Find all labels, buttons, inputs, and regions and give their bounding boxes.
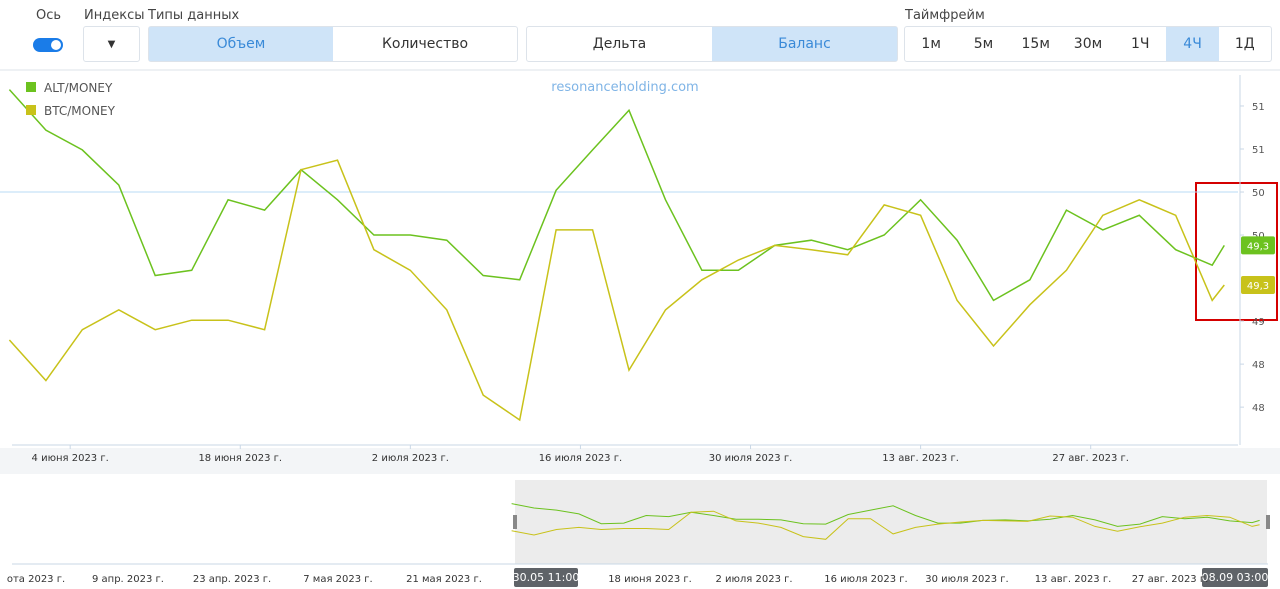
x-tick-label: 4 июня 2023 г. [32,453,109,464]
data-type-button[interactable]: Количество [381,36,469,52]
legend-swatch [26,82,36,92]
timeframe-group: 1м 5м 15м 30м 1Ч 4Ч 1Д [904,26,1272,62]
series-line [8,89,1225,302]
data-types-label: Типы данных [148,8,240,23]
data-types-group: Объем Количество [148,26,518,62]
y-tick-label: 51 [1252,145,1265,156]
range-end: 08.09 03:00 [1202,571,1269,584]
x-tick-label: 30 июля 2023 г. [709,453,792,464]
axis-label: Ось [36,8,62,23]
y-tick-label: 48 [1252,360,1265,371]
y-tick-label: 50 [1252,188,1265,199]
mode-button[interactable]: Дельта [592,36,647,52]
navigator-label: 21 мая 2023 г. [406,574,482,585]
navigator-label: 2 июля 2023 г. [715,574,792,585]
navigator-label: 27 авг. 2023 г. [1132,574,1209,585]
timeframe-button[interactable]: 15м [1021,36,1050,52]
axis-toggle[interactable] [33,38,63,52]
range-handle[interactable] [1266,515,1270,529]
highlight-box [1195,182,1278,321]
modes-group: Дельта Баланс [526,26,898,62]
navigator-label: 7 мая 2023 г. [303,574,372,585]
last-value-label: 49,3 [1247,281,1269,292]
y-tick-label: 48 [1252,403,1265,414]
series-line [8,159,1225,422]
last-value-badge [1241,275,1275,294]
range-start: 30.05 11:00 [513,571,580,584]
indices-label: Индексы [84,8,145,23]
watermark: resonanceholding.com [551,80,698,95]
timeframe-button[interactable]: 5м [973,36,994,52]
navigator-label: 9 апр. 2023 г. [92,574,164,585]
x-tick-label: 13 авг. 2023 г. [882,453,959,464]
timeframe-button[interactable]: 4Ч [1166,27,1219,61]
chart: resonanceholding.com 30.05 11:00 08.09 0… [0,69,1280,587]
navigator-label: 23 апр. 2023 г. [193,574,271,585]
timeframe-button[interactable]: 1Ч [1131,36,1150,52]
legend-swatch [26,105,36,115]
navigator-line [511,503,1260,527]
x-tick-label: 27 авг. 2023 г. [1052,453,1129,464]
timeframe-button[interactable]: 1Д [1234,36,1255,52]
last-value-label: 49,3 [1247,241,1269,252]
navigator-label: 13 авг. 2023 г. [1035,574,1112,585]
navigator-label: 16 июля 2023 г. [824,574,907,585]
timeframe-label: Таймфрейм [905,8,985,23]
x-tick-label: 18 июня 2023 г. [198,453,282,464]
timeframe-button[interactable]: 30м [1073,36,1103,52]
y-tick-label: 51 [1252,102,1265,113]
indices-dropdown[interactable]: ▼ [83,26,140,62]
y-tick-label: 49 [1252,317,1265,328]
data-type-button[interactable]: Объем [149,27,333,61]
last-value-badge [1241,236,1275,255]
timeframe-button[interactable]: 1м [921,36,941,52]
x-tick-label: 2 июля 2023 г. [372,453,449,464]
legend-label: ALT/MONEY [44,81,113,95]
navigator-line [511,510,1260,540]
x-tick-label: 16 июля 2023 г. [539,453,622,464]
legend-label: BTC/MONEY [44,104,116,118]
mode-button[interactable]: Баланс [712,27,897,61]
range-handle[interactable] [513,515,517,529]
navigator-label: 18 июня 2023 г. [608,574,692,585]
navigator-label: ота 2023 г. [7,574,65,585]
navigator-label: 30 июля 2023 г. [925,574,1008,585]
